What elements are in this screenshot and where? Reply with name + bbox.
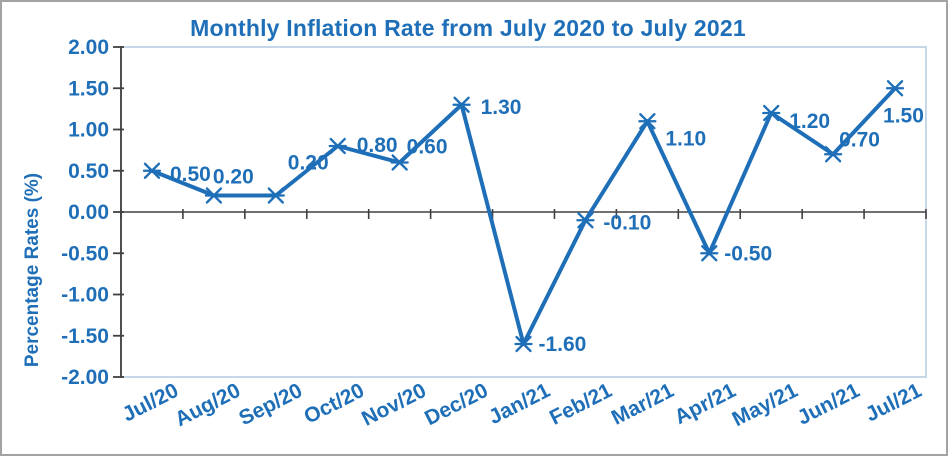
data-label: 0.80 [357,134,398,157]
x-tick-label: Feb/21 [546,379,616,430]
y-tick-label: -1.00 [61,284,109,307]
y-tick-label: 0.00 [68,201,109,224]
x-tick-label: Aug/20 [171,379,244,431]
data-label: 0.20 [288,152,329,175]
data-label: 1.50 [883,104,924,127]
data-point-marker [762,104,781,122]
y-tick-label: 2.00 [68,36,109,59]
x-tick-label: Sep/20 [235,379,306,430]
data-point-marker [576,212,595,229]
y-tick-label: 1.00 [68,119,109,142]
y-tick-label: 0.50 [68,160,109,183]
x-tick-label: Jul/20 [119,379,182,427]
data-label: 1.10 [665,127,706,150]
data-point-marker [328,137,347,155]
series-line [149,86,898,346]
data-label: -1.60 [539,333,587,356]
y-tick-label: -2.00 [61,366,109,389]
data-label: 1.20 [789,110,830,133]
data-point-marker [390,154,409,171]
x-tick-label: May/21 [729,379,802,431]
data-label: -0.50 [724,242,772,265]
data-label: 0.70 [839,128,880,151]
x-tick-label: Jun/21 [794,379,864,430]
chart-title: Monthly Inflation Rate from July 2020 to… [190,15,746,41]
data-point-marker [142,162,162,179]
data-point-marker [204,187,224,204]
data-point-marker [266,187,285,204]
data-point-marker [638,113,657,130]
data-label: 0.60 [407,136,448,159]
x-tick-label: Apr/21 [671,379,740,429]
x-tick-label: Jul/21 [862,379,926,427]
x-tick-label: Nov/20 [358,379,430,431]
x-tick-label: Dec/20 [421,379,492,430]
x-tick-label: Jan/21 [485,379,554,429]
y-tick-label: 1.50 [68,77,109,100]
data-point-marker [823,146,843,163]
data-point-marker [514,335,533,353]
y-tick-label: -0.50 [61,242,109,265]
y-tick-label: -1.50 [61,325,109,348]
data-label: -0.10 [603,211,651,234]
data-label: 1.30 [481,96,522,119]
data-point-marker [885,80,905,97]
data-point-marker [452,96,471,113]
data-label: 0.20 [213,166,254,189]
x-tick-label: Mar/21 [608,379,678,430]
x-tick-label: Oct/20 [300,379,368,429]
data-point-marker [700,245,719,262]
